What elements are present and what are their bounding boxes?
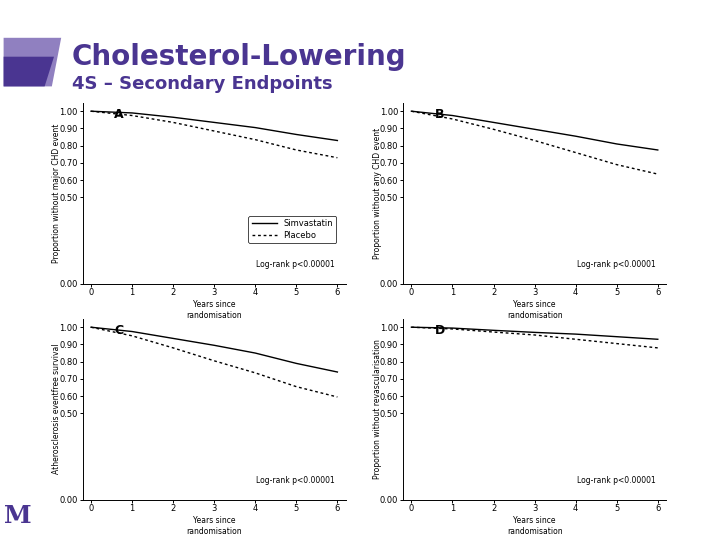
Text: Log-rank p<0.00001: Log-rank p<0.00001 [577, 260, 655, 269]
Text: 4S – Secondary Endpoints: 4S – Secondary Endpoints [72, 75, 333, 93]
Text: Log-rank p<0.00001: Log-rank p<0.00001 [256, 260, 335, 269]
X-axis label: Years since
randomisation: Years since randomisation [186, 300, 242, 320]
Text: Log-rank p<0.00001: Log-rank p<0.00001 [256, 476, 335, 485]
Text: A: A [114, 108, 124, 121]
Text: Log-rank p<0.00001: Log-rank p<0.00001 [577, 476, 655, 485]
X-axis label: Years since
randomisation: Years since randomisation [507, 516, 562, 536]
Text: B: B [435, 108, 444, 121]
Y-axis label: Proportion without revascularisation: Proportion without revascularisation [372, 339, 382, 479]
Text: Cholesterol-Lowering: Cholesterol-Lowering [72, 43, 407, 71]
Text: C: C [114, 324, 123, 337]
Text: D: D [435, 324, 445, 337]
Text: M: M [4, 504, 32, 528]
X-axis label: Years since
randomisation: Years since randomisation [186, 516, 242, 536]
X-axis label: Years since
randomisation: Years since randomisation [507, 300, 562, 320]
Legend: Simvastatin, Placebo: Simvastatin, Placebo [248, 216, 336, 243]
Y-axis label: Proportion without any CHD event: Proportion without any CHD event [372, 127, 382, 259]
Y-axis label: Proportion without major CHD event: Proportion without major CHD event [52, 123, 61, 263]
Y-axis label: Atherosclerosis eventfree survival: Atherosclerosis eventfree survival [52, 344, 61, 474]
